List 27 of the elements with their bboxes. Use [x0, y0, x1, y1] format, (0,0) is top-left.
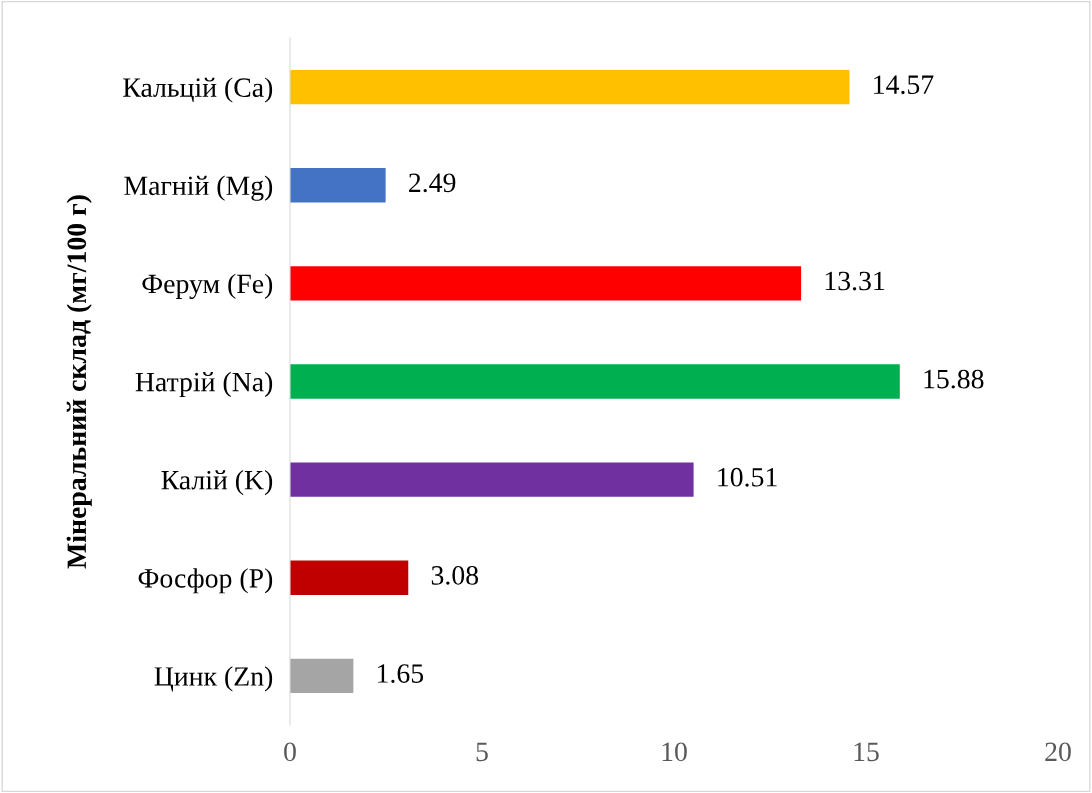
data-label: 13.31 — [825, 271, 885, 291]
bar — [290, 364, 900, 399]
bar — [290, 658, 354, 694]
x-tick-label: 0 — [284, 742, 296, 762]
data-label: 2.49 — [409, 173, 456, 193]
y-tick-label: Цинк (Zn) — [154, 666, 273, 692]
data-label: 3.08 — [431, 565, 479, 585]
y-tick-label: Натрій (Na) — [135, 371, 273, 398]
data-label: 1.65 — [378, 664, 424, 683]
y-tick-label: Ферум (Fe) — [142, 273, 273, 299]
bar — [290, 560, 409, 595]
y-axis-title: Мінеральний склад (мг/100 г) — [66, 195, 92, 569]
bar — [290, 462, 694, 497]
bar — [290, 69, 850, 105]
y-tick-label: Кальцій (Ca) — [123, 77, 273, 103]
data-label: 15.88 — [924, 369, 984, 389]
x-tick-label: 10 — [662, 742, 687, 762]
data-label: 14.57 — [874, 75, 934, 95]
bar — [290, 266, 802, 301]
data-label: 10.51 — [718, 467, 777, 487]
y-tick-label: Фосфор (P) — [138, 568, 273, 594]
x-tick-label: 5 — [476, 742, 488, 762]
x-tick-label: 20 — [1045, 742, 1071, 762]
y-tick-label: Магній (Mg) — [124, 175, 273, 201]
x-tick-label: 15 — [854, 742, 879, 762]
bar — [290, 168, 386, 203]
y-tick-label: Калій (K) — [161, 470, 273, 496]
